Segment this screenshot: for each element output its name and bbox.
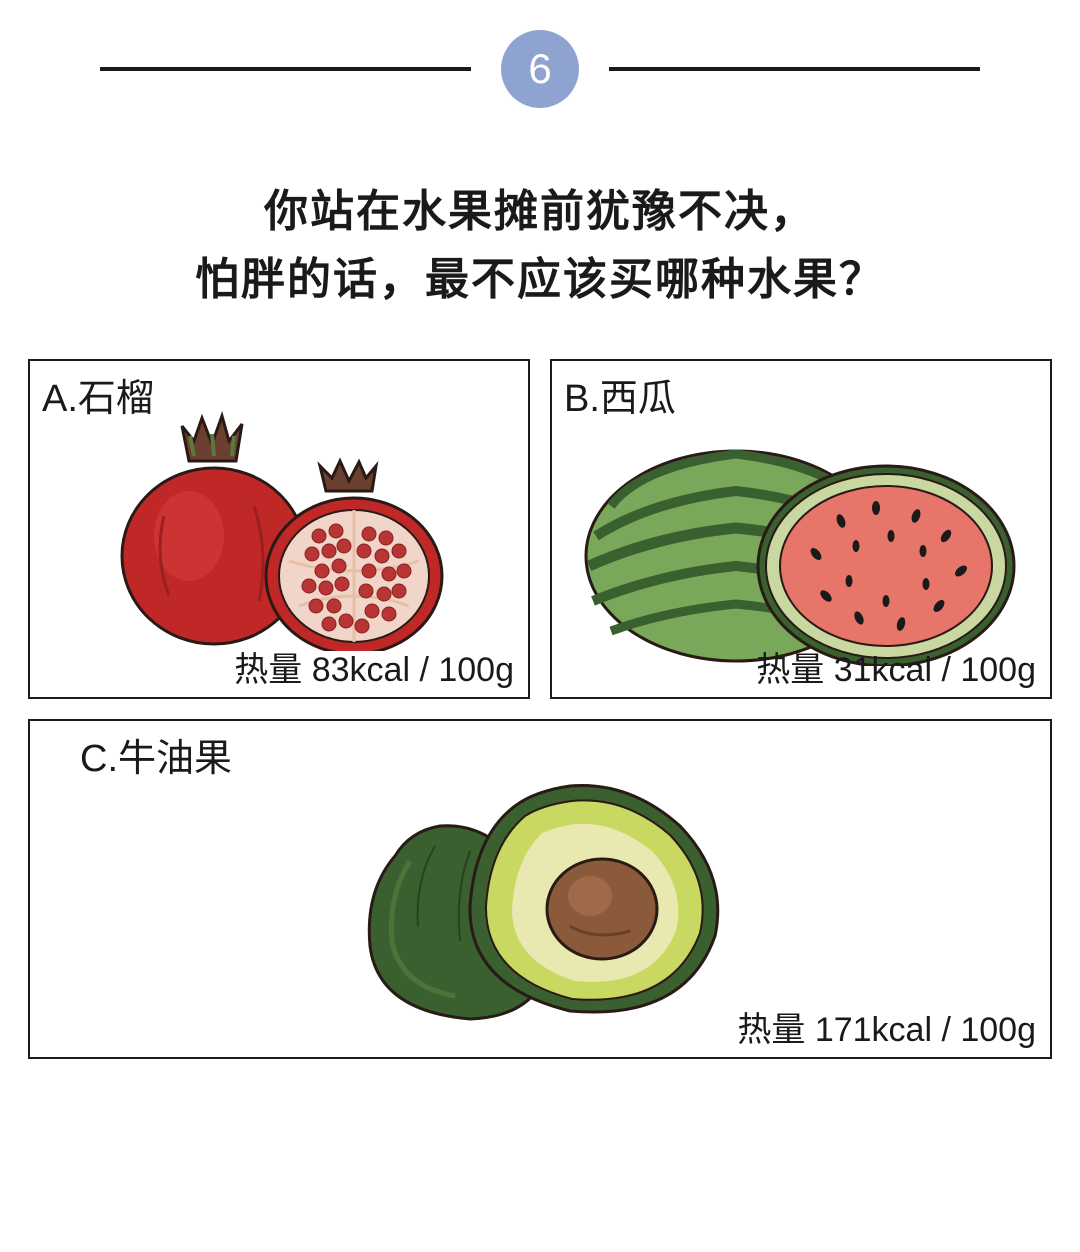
option-c-calorie: 热量 171kcal / 100g [737, 1002, 1036, 1051]
divider-line-right [609, 67, 980, 71]
option-card-a[interactable]: A.石榴 [28, 359, 530, 699]
pomegranate-icon [94, 406, 464, 651]
question-line-1: 你站在水果摊前犹豫不决， [20, 178, 1060, 246]
question-line-2: 怕胖的话，最不应该买哪种水果？ [20, 246, 1060, 314]
question-text: 你站在水果摊前犹豫不决， 怕胖的话，最不应该买哪种水果？ [20, 178, 1060, 314]
watermelon-icon [581, 406, 1021, 666]
section-number-badge: 6 [501, 30, 579, 108]
divider-line-left [100, 67, 471, 71]
option-card-c[interactable]: C.牛油果 热量 171kcal / 100g [28, 719, 1052, 1059]
option-b-calorie: 热量 31kcal / 100g [756, 642, 1036, 691]
option-c-label: C.牛油果 [80, 727, 232, 782]
section-divider: 6 [0, 0, 1080, 108]
option-a-calorie: 热量 83kcal / 100g [234, 642, 514, 691]
option-card-b[interactable]: B.西瓜 [550, 359, 1052, 699]
options-grid: A.石榴 [0, 359, 1080, 1059]
avocado-icon [320, 761, 760, 1031]
